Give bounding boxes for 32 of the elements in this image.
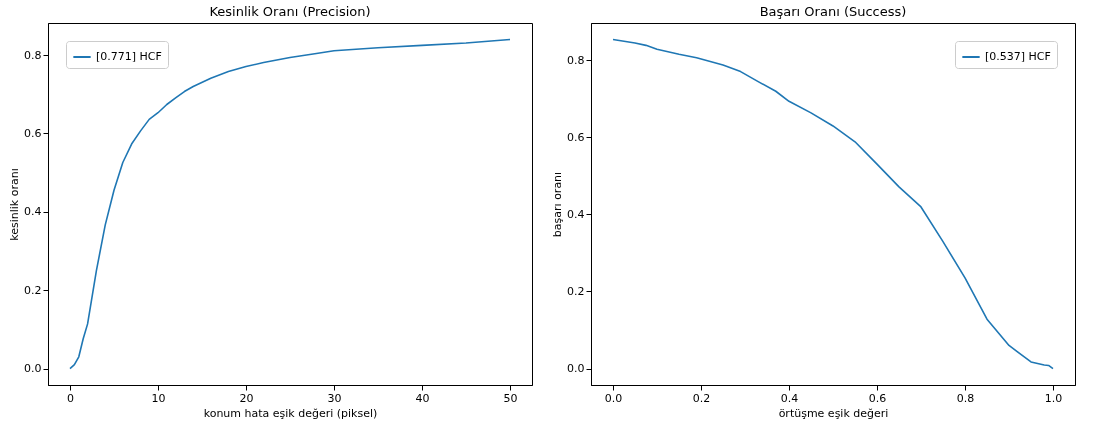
x-tick-label: 0.8 [956, 391, 975, 405]
legend-label: [0.537] HCF [985, 50, 1051, 63]
y-tick-label: 0.8 [24, 48, 42, 62]
x-tick-label: 0 [67, 391, 74, 405]
y-tick-label: 0.0 [567, 362, 585, 376]
x-tick-label: 1.0 [1044, 391, 1063, 405]
x-tick-label: 0.0 [604, 391, 623, 405]
x-tick-label: 0.2 [692, 391, 711, 405]
x-axis-title: konum hata eşik değeri (piksel) [203, 406, 378, 420]
x-axis-title: örtüşme eşik değeri [778, 406, 889, 420]
chart-title: Başarı Oranı (Success) [759, 4, 907, 19]
line-series [69, 38, 511, 370]
x-tick-label: 30 [327, 391, 342, 405]
x-tick-label: 50 [503, 391, 518, 405]
y-tick-label: 0.4 [24, 205, 42, 219]
y-tick-label: 0.2 [24, 283, 42, 297]
y-tick-label: 0.8 [567, 53, 585, 67]
line-series [612, 38, 1054, 370]
x-tick-label: 10 [151, 391, 166, 405]
legend-label: [0.771] HCF [96, 50, 162, 63]
y-axis-title: başarı oranı [551, 171, 565, 238]
y-tick-label: 0.0 [24, 362, 42, 376]
x-tick-label: 0.4 [780, 391, 799, 405]
x-tick-label: 20 [239, 391, 254, 405]
chart-title: Kesinlik Oranı (Precision) [209, 4, 371, 19]
y-tick-label: 0.6 [567, 130, 585, 144]
y-tick-label: 0.4 [567, 207, 585, 221]
y-tick-label: 0.6 [24, 126, 42, 140]
x-tick-label: 40 [415, 391, 430, 405]
x-tick-label: 0.6 [868, 391, 887, 405]
y-tick-label: 0.2 [567, 284, 585, 298]
y-axis-title: kesinlik oranı [8, 168, 22, 241]
